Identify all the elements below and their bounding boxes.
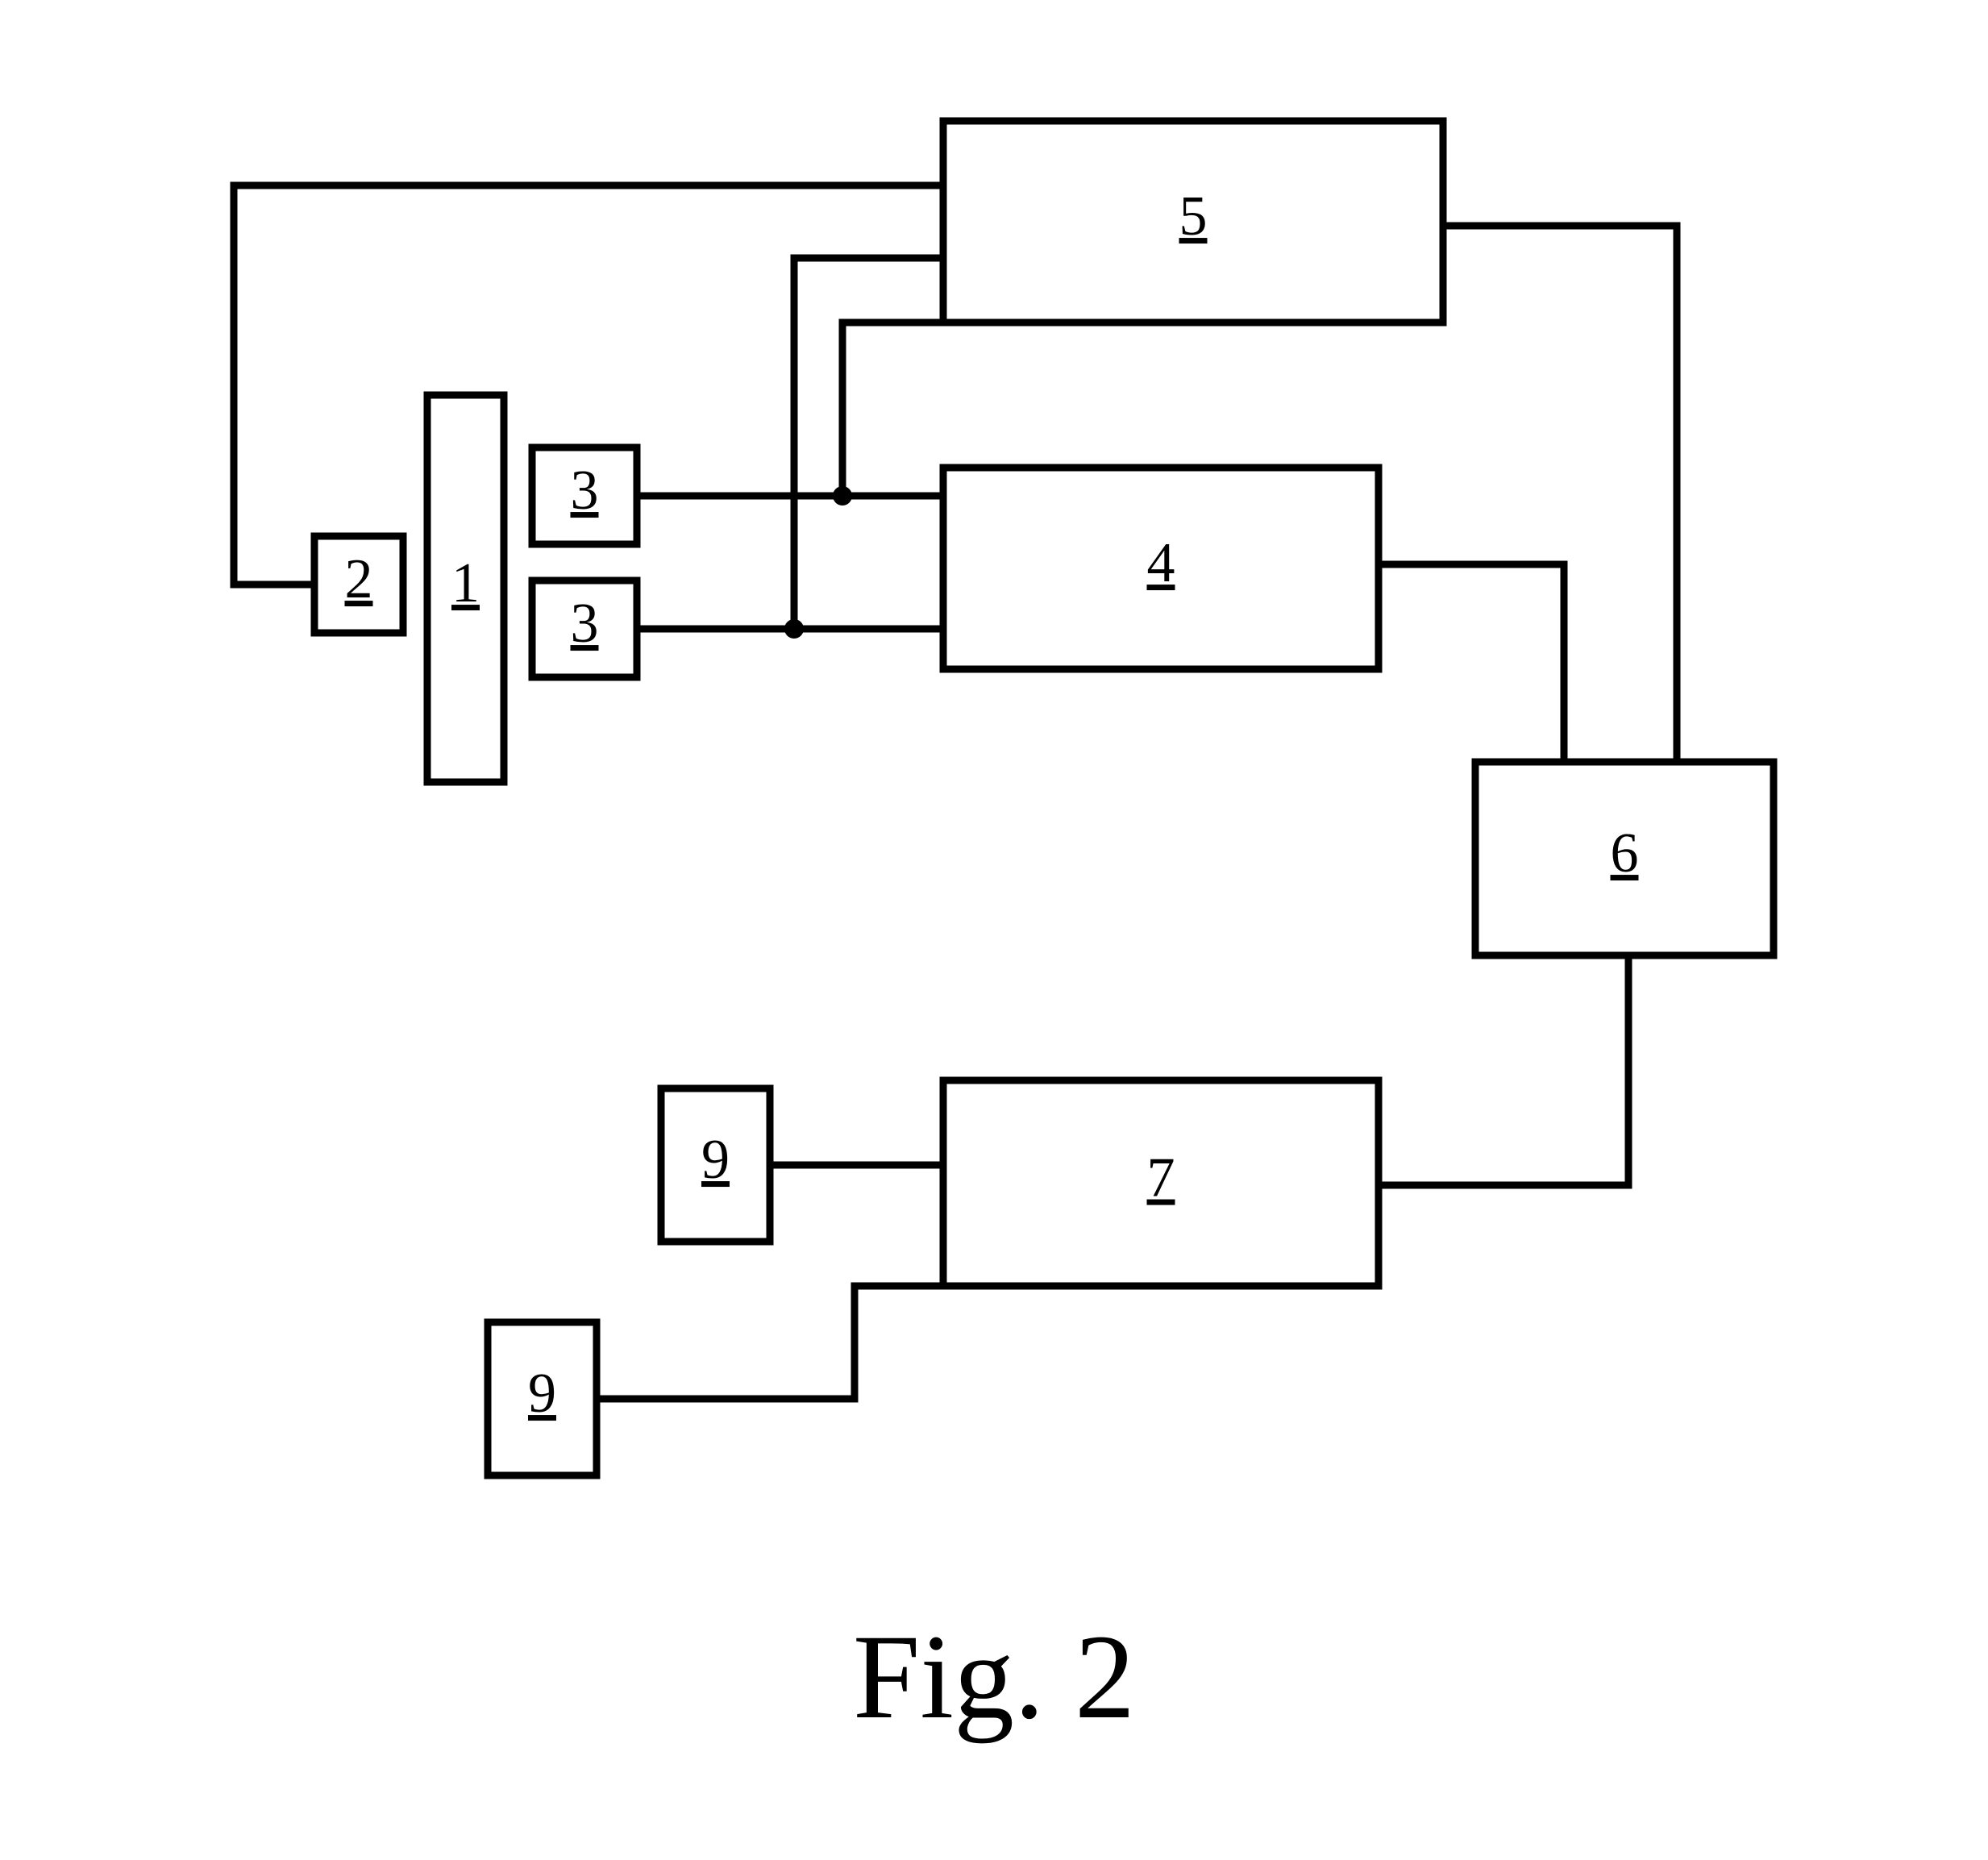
block-b1: 1: [427, 395, 504, 782]
block-b6: 6: [1475, 762, 1774, 955]
block-b3a: 3: [532, 447, 637, 544]
block-label-b2: 2: [345, 548, 373, 610]
block-label-b5: 5: [1179, 185, 1208, 248]
wire-5: [1443, 226, 1677, 762]
block-b9a: 9: [661, 1088, 770, 1242]
block-b9b: 9: [488, 1322, 597, 1475]
block-b7: 7: [943, 1080, 1379, 1286]
block-b4: 4: [943, 468, 1379, 669]
wire-4: [794, 258, 943, 629]
block-label-b3a: 3: [571, 460, 599, 522]
wire-6: [1379, 564, 1564, 762]
block-label-b6: 6: [1611, 822, 1639, 884]
block-b5: 5: [943, 121, 1443, 322]
block-label-b9b: 9: [528, 1363, 556, 1425]
junction-1: [784, 619, 804, 639]
block-b3b: 3: [532, 580, 637, 677]
block-b2: 2: [314, 536, 403, 633]
block-label-b1: 1: [451, 552, 480, 614]
figure-caption: Fig. 2: [853, 1610, 1135, 1744]
junction-0: [833, 486, 852, 506]
wire-7: [1379, 955, 1628, 1185]
block-label-b7: 7: [1147, 1147, 1175, 1209]
wire-9: [597, 1286, 943, 1399]
block-label-b9a: 9: [701, 1129, 730, 1191]
block-label-b4: 4: [1147, 532, 1175, 594]
wire-3: [842, 322, 943, 496]
block-label-b3b: 3: [571, 593, 599, 655]
